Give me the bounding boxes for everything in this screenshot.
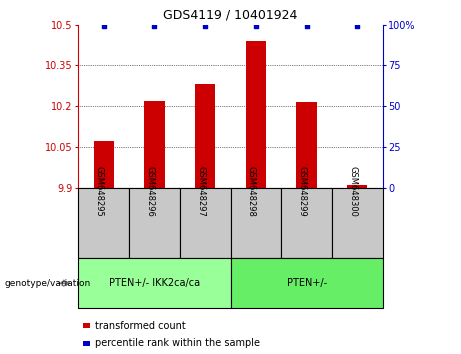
Point [354,24,361,29]
Text: GSM648298: GSM648298 [247,166,256,217]
Bar [94,142,114,188]
Bar [296,102,317,188]
Bar [195,85,215,188]
Text: PTEN+/-: PTEN+/- [286,278,327,288]
Bar [144,101,165,188]
Bar [78,258,230,308]
Text: GSM648300: GSM648300 [348,166,357,217]
Bar [246,41,266,188]
Bar [230,188,281,258]
Text: GDS4119 / 10401924: GDS4119 / 10401924 [163,9,298,22]
Text: GSM648297: GSM648297 [196,166,205,217]
Point [303,24,310,29]
Bar [281,188,332,258]
Bar [180,188,230,258]
Text: transformed count: transformed count [95,321,185,331]
Point [252,24,260,29]
Text: GSM648295: GSM648295 [95,166,104,217]
Point [100,24,107,29]
Text: GSM648299: GSM648299 [297,166,307,217]
Bar [230,258,383,308]
Point [201,24,209,29]
Bar [347,185,367,188]
Text: genotype/variation: genotype/variation [5,279,91,288]
Point [151,24,158,29]
Bar [129,188,180,258]
Text: GSM648296: GSM648296 [145,166,154,217]
Text: percentile rank within the sample: percentile rank within the sample [95,338,260,348]
Bar [332,188,383,258]
Bar [78,188,129,258]
Text: PTEN+/- IKK2ca/ca: PTEN+/- IKK2ca/ca [109,278,200,288]
